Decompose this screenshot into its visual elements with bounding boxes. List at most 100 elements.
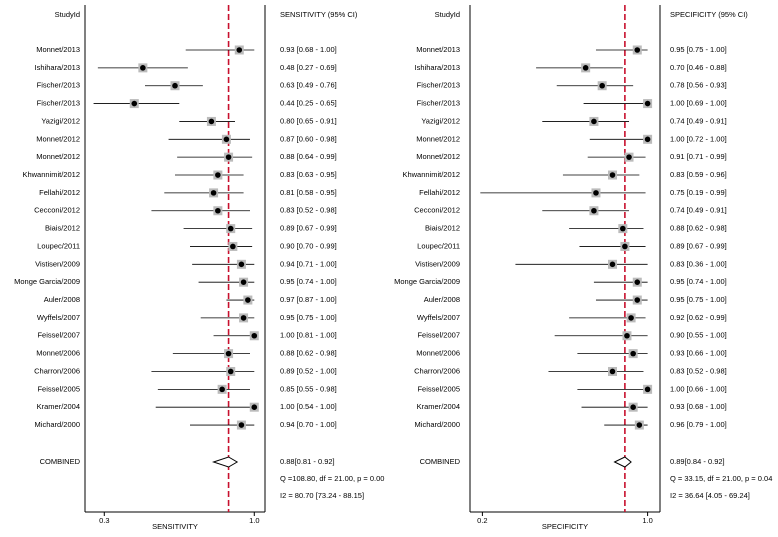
study-name: Fischer/2013: [37, 99, 80, 108]
study-value-label: 0.94 [0.70 - 1.00]: [280, 420, 337, 429]
study-name: Loupec/2011: [37, 241, 80, 250]
study-value-label: 0.95 [0.74 - 1.00]: [670, 277, 727, 286]
study-estimate: [609, 172, 616, 178]
combined-label: COMBINED: [420, 457, 461, 466]
study-name: Feissel/2007: [417, 331, 460, 340]
study-value-label: 0.85 [0.55 - 0.98]: [280, 384, 337, 393]
study-value-label: 0.70 [0.46 - 0.88]: [670, 63, 727, 72]
study-name: Kramer/2004: [37, 402, 80, 411]
study-estimate: [626, 154, 632, 160]
study-estimate: [227, 368, 234, 375]
study-estimate: [215, 207, 221, 214]
study-value-label: 0.74 [0.49 - 0.91]: [670, 206, 727, 215]
study-estimate: [591, 118, 597, 125]
study-estimate: [591, 207, 597, 214]
study-value-label: 0.89 [0.67 - 0.99]: [670, 241, 727, 250]
study-estimate: [634, 279, 641, 285]
x-tick-label: 1.0: [642, 516, 652, 525]
study-estimate: [225, 350, 232, 357]
study-name: Auler/2008: [44, 295, 80, 304]
study-value-label: 0.74 [0.49 - 0.91]: [670, 116, 727, 125]
study-value-label: 0.93 [0.68 - 1.00]: [280, 45, 337, 54]
combined-diamond: [613, 456, 632, 468]
column-header: StudyId: [435, 10, 460, 19]
study-value-label: 0.88 [0.62 - 0.98]: [670, 224, 727, 233]
study-name: Wyffels/2007: [37, 313, 80, 322]
study-value-label: 0.83 [0.36 - 1.00]: [670, 259, 727, 268]
study-value-label: 1.00 [0.81 - 1.00]: [280, 331, 337, 340]
study-name: Charron/2006: [34, 366, 80, 375]
study-value-label: 0.95 [0.74 - 1.00]: [280, 277, 337, 286]
x-axis-label: SPECIFICITY: [542, 522, 588, 531]
column-header: SPECIFICITY (95% CI): [670, 10, 748, 19]
study-value-label: 0.96 [0.79 - 1.00]: [670, 420, 727, 429]
study-value-label: 0.83 [0.52 - 0.98]: [280, 206, 337, 215]
heterogeneity-stat: Q = 33.15, df = 21.00, p = 0.04: [670, 474, 772, 483]
study-name: Feissel/2005: [37, 384, 80, 393]
study-value-label: 0.78 [0.56 - 0.93]: [670, 81, 727, 90]
study-value-label: 1.00 [0.72 - 1.00]: [670, 134, 727, 143]
study-value-label: 0.63 [0.49 - 0.76]: [280, 81, 337, 90]
study-value-label: 0.94 [0.71 - 1.00]: [280, 259, 337, 268]
study-name: Auler/2008: [424, 295, 460, 304]
study-estimate: [240, 315, 247, 321]
study-estimate: [622, 243, 628, 250]
study-estimate: [599, 82, 605, 89]
study-name: Feissel/2005: [417, 384, 460, 393]
study-value-label: 0.92 [0.62 - 0.99]: [670, 313, 727, 322]
study-estimate: [593, 190, 599, 196]
study-estimate: [636, 422, 643, 428]
study-value-label: 0.93 [0.68 - 1.00]: [670, 402, 727, 411]
study-estimate: [172, 82, 178, 89]
study-name: Feissel/2007: [37, 331, 80, 340]
study-estimate: [215, 172, 221, 178]
study-name: Biais/2012: [45, 224, 80, 233]
study-value-label: 0.81 [0.58 - 0.95]: [280, 188, 337, 197]
study-value-label: 0.83 [0.63 - 0.95]: [280, 170, 337, 179]
study-name: Monnet/2006: [416, 349, 460, 358]
study-name: Charron/2006: [414, 366, 460, 375]
study-name: Monnet/2006: [36, 349, 80, 358]
study-value-label: 0.89 [0.67 - 0.99]: [280, 224, 337, 233]
combined-value-label: 0.89[0.84 - 0.92]: [670, 457, 725, 466]
study-estimate: [219, 386, 225, 393]
study-estimate: [620, 225, 626, 232]
x-tick-label: 0.3: [99, 516, 109, 525]
study-estimate: [644, 100, 651, 107]
study-value-label: 0.75 [0.19 - 0.99]: [670, 188, 727, 197]
study-estimate: [251, 332, 258, 339]
study-name: Yazigi/2012: [421, 116, 460, 125]
study-name: Fischer/2013: [417, 81, 460, 90]
study-estimate: [628, 315, 634, 321]
study-estimate: [644, 386, 651, 393]
study-name: Monnet/2012: [416, 134, 460, 143]
study-name: Monnet/2012: [36, 152, 80, 161]
study-estimate: [624, 332, 630, 339]
study-name: Kramer/2004: [417, 402, 460, 411]
study-name: Monge Garcia/2009: [14, 277, 80, 286]
study-name: Fellahi/2012: [419, 188, 460, 197]
study-value-label: 0.89 [0.52 - 1.00]: [280, 366, 337, 375]
study-estimate: [236, 47, 243, 53]
study-name: Monnet/2013: [36, 45, 80, 54]
study-name: Cecconi/2012: [34, 206, 80, 215]
study-name: Ishihara/2013: [415, 63, 460, 72]
heterogeneity-stat: I2 = 36.64 [4.05 - 69.24]: [670, 491, 750, 500]
study-estimate: [210, 190, 217, 196]
study-value-label: 1.00 [0.66 - 1.00]: [670, 384, 727, 393]
study-name: Vistisen/2009: [35, 259, 80, 268]
study-estimate: [634, 297, 641, 303]
study-value-label: 1.00 [0.54 - 1.00]: [280, 402, 337, 411]
study-name: Monnet/2012: [416, 152, 460, 161]
study-name: Vistisen/2009: [415, 259, 460, 268]
study-value-label: 0.88 [0.64 - 0.99]: [280, 152, 337, 161]
study-estimate: [251, 404, 258, 411]
study-name: Khwannimit/2012: [402, 170, 460, 179]
heterogeneity-stat: I2 = 80.70 [73.24 - 88.15]: [280, 491, 364, 500]
study-value-label: 0.44 [0.25 - 0.65]: [280, 99, 337, 108]
study-estimate: [225, 154, 232, 160]
study-estimate: [245, 297, 251, 303]
study-value-label: 0.48 [0.27 - 0.69]: [280, 63, 337, 72]
study-name: Fischer/2013: [37, 81, 80, 90]
